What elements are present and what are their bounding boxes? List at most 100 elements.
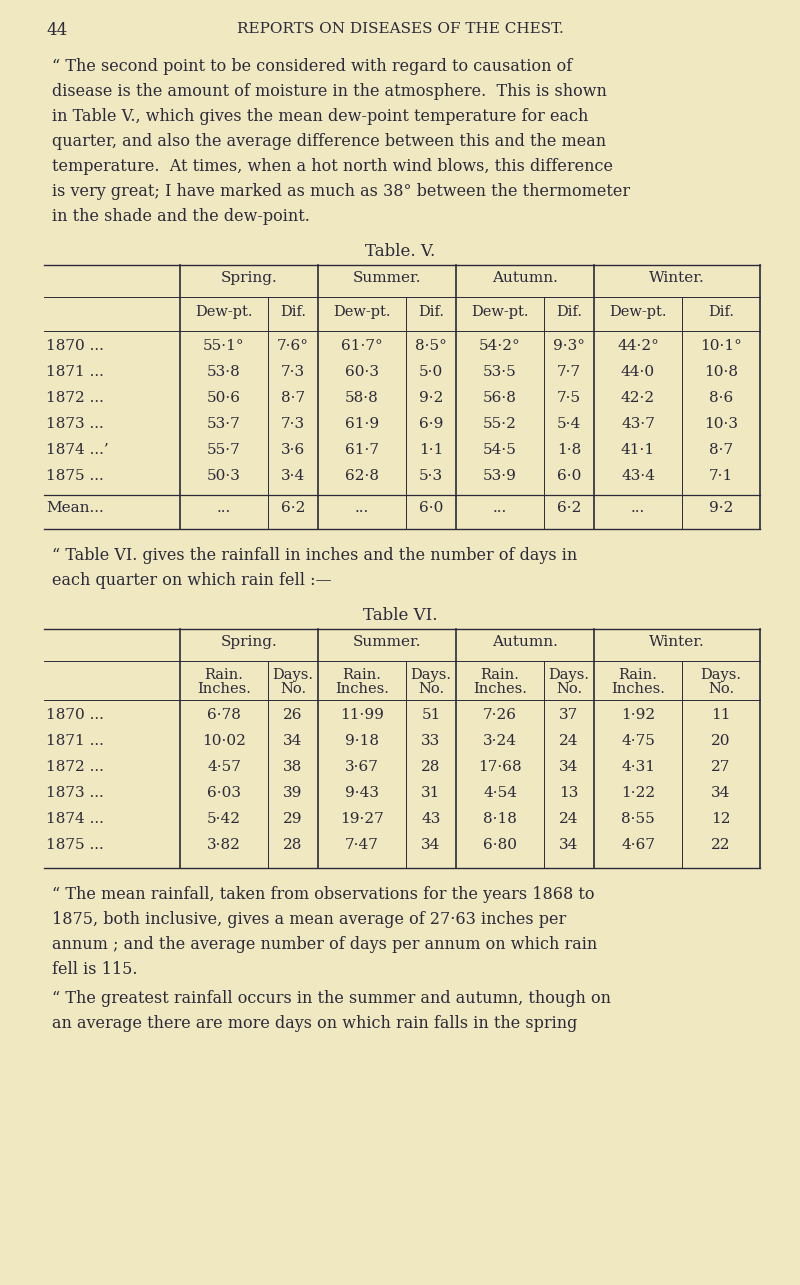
Text: 51: 51 (422, 708, 441, 722)
Text: 1871 ...: 1871 ... (46, 365, 104, 379)
Text: 7·3: 7·3 (281, 365, 305, 379)
Text: 8·7: 8·7 (281, 391, 305, 405)
Text: quarter, and also the average difference between this and the mean: quarter, and also the average difference… (52, 134, 606, 150)
Text: 1·1: 1·1 (419, 443, 443, 457)
Text: Dif.: Dif. (280, 305, 306, 319)
Text: 20: 20 (711, 734, 730, 748)
Text: 50·6: 50·6 (207, 391, 241, 405)
Text: 1870 ...: 1870 ... (46, 708, 104, 722)
Text: Rain.: Rain. (342, 668, 382, 682)
Text: No.: No. (556, 682, 582, 696)
Text: Days.: Days. (410, 668, 451, 682)
Text: 5·0: 5·0 (419, 365, 443, 379)
Text: 22: 22 (711, 838, 730, 852)
Text: Inches.: Inches. (335, 682, 389, 696)
Text: 53·8: 53·8 (207, 365, 241, 379)
Text: 43·7: 43·7 (621, 418, 655, 430)
Text: 54·5: 54·5 (483, 443, 517, 457)
Text: 38: 38 (283, 759, 302, 774)
Text: Autumn.: Autumn. (492, 635, 558, 649)
Text: 26: 26 (283, 708, 302, 722)
Text: 28: 28 (422, 759, 441, 774)
Text: 17·68: 17·68 (478, 759, 522, 774)
Text: 28: 28 (283, 838, 302, 852)
Text: 53·7: 53·7 (207, 418, 241, 430)
Text: “ The second point to be considered with regard to causation of: “ The second point to be considered with… (52, 58, 572, 75)
Text: 1870 ...: 1870 ... (46, 339, 104, 353)
Text: Dif.: Dif. (708, 305, 734, 319)
Text: Table VI.: Table VI. (362, 607, 438, 625)
Text: 56·8: 56·8 (483, 391, 517, 405)
Text: Dif.: Dif. (556, 305, 582, 319)
Text: ...: ... (631, 501, 645, 515)
Text: 6·03: 6·03 (207, 786, 241, 801)
Text: 1875, both inclusive, gives a mean average of 27·63 inches per: 1875, both inclusive, gives a mean avera… (52, 911, 566, 928)
Text: 44: 44 (46, 22, 67, 39)
Text: 10·1°: 10·1° (700, 339, 742, 353)
Text: annum ; and the average number of days per annum on which rain: annum ; and the average number of days p… (52, 935, 598, 953)
Text: ...: ... (355, 501, 369, 515)
Text: 11·99: 11·99 (340, 708, 384, 722)
Text: 8·5°: 8·5° (415, 339, 447, 353)
Text: ...: ... (217, 501, 231, 515)
Text: 11: 11 (711, 708, 730, 722)
Text: 50·3: 50·3 (207, 469, 241, 483)
Text: in Table V., which gives the mean dew-point temperature for each: in Table V., which gives the mean dew-po… (52, 108, 588, 125)
Text: 1·92: 1·92 (621, 708, 655, 722)
Text: Inches.: Inches. (197, 682, 251, 696)
Text: No.: No. (708, 682, 734, 696)
Text: Days.: Days. (549, 668, 590, 682)
Text: 41·1: 41·1 (621, 443, 655, 457)
Text: 44·2°: 44·2° (617, 339, 659, 353)
Text: Autumn.: Autumn. (492, 271, 558, 285)
Text: 55·2: 55·2 (483, 418, 517, 430)
Text: Summer.: Summer. (353, 635, 422, 649)
Text: 4·57: 4·57 (207, 759, 241, 774)
Text: Dew-pt.: Dew-pt. (610, 305, 666, 319)
Text: is very great; I have marked as much as 38° between the thermometer: is very great; I have marked as much as … (52, 182, 630, 200)
Text: Rain.: Rain. (618, 668, 658, 682)
Text: 8·7: 8·7 (709, 443, 733, 457)
Text: 60·3: 60·3 (345, 365, 379, 379)
Text: 5·3: 5·3 (419, 469, 443, 483)
Text: Inches.: Inches. (473, 682, 527, 696)
Text: 1873 ...: 1873 ... (46, 786, 104, 801)
Text: Rain.: Rain. (205, 668, 243, 682)
Text: 4·54: 4·54 (483, 786, 517, 801)
Text: Dew-pt.: Dew-pt. (471, 305, 529, 319)
Text: 3·6: 3·6 (281, 443, 305, 457)
Text: 10·02: 10·02 (202, 734, 246, 748)
Text: 1875 ...: 1875 ... (46, 838, 104, 852)
Text: 9·3°: 9·3° (553, 339, 585, 353)
Text: 61·9: 61·9 (345, 418, 379, 430)
Text: 6·78: 6·78 (207, 708, 241, 722)
Text: 42·2: 42·2 (621, 391, 655, 405)
Text: 12: 12 (711, 812, 730, 826)
Text: 10·3: 10·3 (704, 418, 738, 430)
Text: 4·31: 4·31 (621, 759, 655, 774)
Text: 55·7: 55·7 (207, 443, 241, 457)
Text: Winter.: Winter. (649, 635, 705, 649)
Text: Mean...: Mean... (46, 501, 104, 515)
Text: 1874 ...’: 1874 ...’ (46, 443, 109, 457)
Text: 53·5: 53·5 (483, 365, 517, 379)
Text: Dif.: Dif. (418, 305, 444, 319)
Text: 43: 43 (422, 812, 441, 826)
Text: 61·7: 61·7 (345, 443, 379, 457)
Text: 34: 34 (711, 786, 730, 801)
Text: No.: No. (280, 682, 306, 696)
Text: fell is 115.: fell is 115. (52, 961, 138, 978)
Text: 61·7°: 61·7° (341, 339, 383, 353)
Text: 3·24: 3·24 (483, 734, 517, 748)
Text: Days.: Days. (701, 668, 742, 682)
Text: ...: ... (493, 501, 507, 515)
Text: “ Table VI. gives the rainfall in inches and the number of days in: “ Table VI. gives the rainfall in inches… (52, 547, 578, 564)
Text: 24: 24 (559, 734, 578, 748)
Text: 1·8: 1·8 (557, 443, 581, 457)
Text: 31: 31 (422, 786, 441, 801)
Text: 1872 ...: 1872 ... (46, 391, 104, 405)
Text: 5·4: 5·4 (557, 418, 581, 430)
Text: 10·8: 10·8 (704, 365, 738, 379)
Text: 6·9: 6·9 (419, 418, 443, 430)
Text: 5·42: 5·42 (207, 812, 241, 826)
